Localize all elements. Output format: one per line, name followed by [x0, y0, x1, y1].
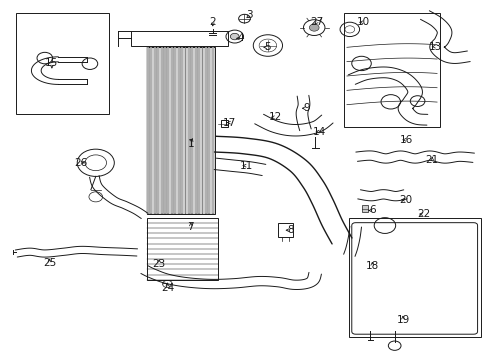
Text: 4: 4: [237, 33, 244, 43]
Text: 8: 8: [287, 225, 294, 235]
Bar: [277, 223, 293, 237]
Text: 21: 21: [425, 155, 438, 165]
Text: 20: 20: [398, 195, 411, 205]
Bar: [177, 47, 179, 214]
Bar: [170, 47, 172, 214]
Text: 19: 19: [396, 315, 409, 325]
Bar: [211, 47, 213, 214]
Bar: [361, 205, 367, 212]
Text: 16: 16: [399, 135, 412, 145]
Text: 26: 26: [74, 158, 87, 168]
Text: 15: 15: [45, 58, 59, 68]
Text: 18: 18: [365, 261, 378, 271]
Bar: [131, 31, 227, 45]
Bar: [167, 47, 169, 214]
Bar: [187, 47, 189, 214]
Text: 22: 22: [416, 209, 429, 219]
Bar: [147, 218, 217, 280]
Bar: [191, 47, 193, 214]
Text: 6: 6: [368, 206, 375, 216]
Text: 23: 23: [152, 259, 165, 269]
Text: 11: 11: [239, 161, 253, 171]
Bar: [198, 47, 200, 214]
Text: 17: 17: [223, 118, 236, 128]
Text: 1: 1: [187, 139, 194, 149]
Bar: [221, 120, 227, 127]
Text: 12: 12: [268, 112, 281, 122]
Text: 5: 5: [264, 42, 271, 52]
Bar: [348, 218, 480, 337]
Bar: [201, 47, 203, 214]
Circle shape: [309, 24, 319, 31]
Bar: [147, 47, 215, 214]
Bar: [157, 47, 159, 214]
Bar: [184, 47, 186, 214]
Bar: [160, 47, 162, 214]
Text: 14: 14: [312, 127, 325, 136]
Text: 13: 13: [428, 42, 441, 51]
Text: 7: 7: [187, 222, 194, 231]
Text: 10: 10: [356, 17, 369, 27]
Bar: [208, 47, 210, 214]
Bar: [204, 47, 206, 214]
Bar: [147, 47, 148, 214]
Bar: [150, 47, 152, 214]
Bar: [154, 47, 155, 214]
Bar: [174, 47, 176, 214]
Text: 2: 2: [209, 17, 216, 27]
Text: 3: 3: [245, 10, 252, 20]
Text: 27: 27: [309, 17, 323, 27]
Bar: [163, 47, 165, 214]
Text: 24: 24: [161, 283, 174, 293]
Bar: [181, 47, 183, 214]
Circle shape: [230, 33, 239, 40]
Bar: [344, 13, 439, 127]
Bar: [194, 47, 196, 214]
Text: 9: 9: [303, 103, 309, 113]
Text: 25: 25: [43, 258, 56, 268]
Bar: [16, 13, 109, 114]
